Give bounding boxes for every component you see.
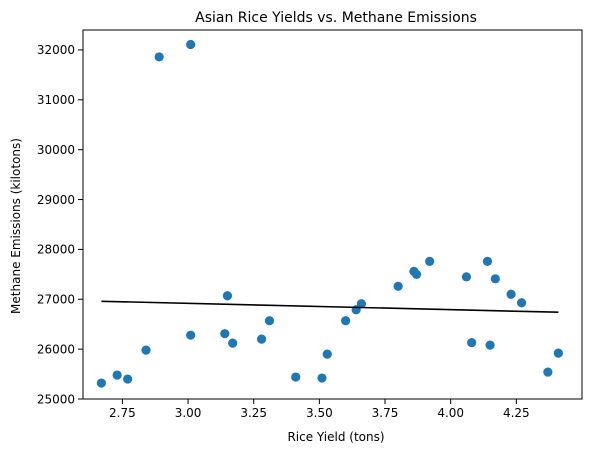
x-tick-label: 2.75 [109,406,136,420]
y-axis: 25000 26000 27000 28000 29000 30000 31000 32000 [37,43,83,406]
trend-line [101,300,559,314]
plot-frame [82,29,583,400]
data-point-22 [425,256,435,266]
x-tick-label: 3.75 [372,406,399,420]
x-tick-label: 4.25 [503,406,530,420]
data-point-27 [490,274,500,284]
data-point-15 [322,349,332,359]
data-point-10 [228,338,238,348]
data-point-31 [553,348,563,358]
x-tick-label: 3.25 [240,406,267,420]
data-point-6 [186,39,196,50]
data-point-16 [341,316,351,326]
y-tick-label: 28000 [37,243,75,257]
y-tick-label: 26000 [37,342,75,356]
data-point-28 [506,289,516,299]
x-tick-label: 3.00 [175,406,202,420]
x-tick-label: 4.00 [437,406,464,420]
data-point-24 [467,338,477,348]
x-axis-title: Rice Yield (tons) [287,430,384,444]
data-point-7 [186,330,196,340]
data-point-13 [291,372,301,382]
plot-area [96,39,563,388]
data-point-11 [256,334,267,344]
data-point-1 [96,378,106,388]
data-point-2 [112,370,122,380]
y-tick-label: 31000 [37,93,75,107]
y-tick-label: 32000 [37,43,75,57]
y-tick-label: 25000 [37,392,75,406]
data-point-9 [222,291,233,301]
data-point-18 [356,299,366,309]
y-tick-label: 27000 [37,293,75,307]
x-tick-label: 3.50 [306,406,333,420]
data-point-21 [411,269,422,279]
data-point-19 [393,281,403,291]
data-point-8 [220,329,230,339]
data-point-3 [123,374,133,384]
chart-title: Asian Rice Yields vs. Methane Emissions [195,10,477,26]
data-point-5 [154,52,164,62]
y-axis-title: Methane Emissions (kilotons) [9,138,23,314]
data-point-23 [461,272,472,282]
data-point-29 [516,298,527,308]
data-point-26 [485,340,495,350]
data-point-14 [317,373,327,383]
x-axis: 2.75 3.00 3.25 3.50 3.75 4.00 4.25 [109,399,530,420]
data-point-25 [482,256,493,266]
y-tick-label: 29000 [37,193,75,207]
y-tick-label: 30000 [37,143,75,157]
data-point-12 [264,316,275,326]
data-point-4 [141,345,151,355]
data-point-30 [543,367,553,377]
